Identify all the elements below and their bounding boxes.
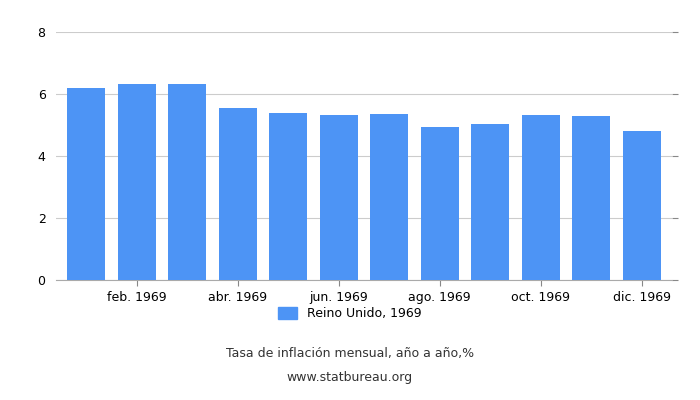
Bar	[573, 116, 610, 280]
Bar	[320, 115, 358, 280]
Text: Tasa de inflación mensual, año a año,%: Tasa de inflación mensual, año a año,%	[226, 348, 474, 360]
Bar	[522, 115, 560, 280]
Bar	[270, 113, 307, 280]
Bar	[118, 84, 155, 280]
Bar	[219, 108, 257, 280]
Text: www.statbureau.org: www.statbureau.org	[287, 372, 413, 384]
Legend: Reino Unido, 1969: Reino Unido, 1969	[273, 302, 427, 325]
Bar	[421, 128, 458, 280]
Bar	[67, 88, 105, 280]
Bar	[370, 114, 408, 280]
Bar	[623, 131, 661, 280]
Bar	[168, 84, 206, 280]
Bar	[471, 124, 509, 280]
